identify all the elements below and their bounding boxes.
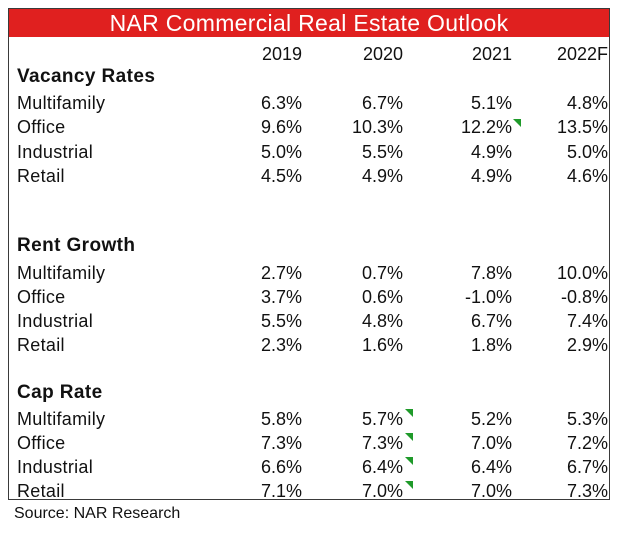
- cell: 3.7%: [260, 287, 302, 307]
- table-row: Retail 2.3% 1.6% 1.8% 2.9%: [9, 335, 609, 359]
- row-label: Industrial: [17, 142, 94, 162]
- cell: 12.2%: [460, 117, 512, 137]
- cell: 10.3%: [351, 117, 403, 137]
- section-title-cap-rate: Cap Rate: [17, 382, 103, 403]
- table-row: Office 7.3% 7.3% 7.0% 7.2%: [9, 433, 609, 457]
- table-row: Office 9.6% 10.3% 12.2% 13.5%: [9, 117, 609, 141]
- cell: 7.3%: [566, 481, 608, 501]
- cell: 7.0%: [470, 481, 512, 501]
- row-label: Multifamily: [17, 409, 106, 429]
- column-header-2022f: 2022F: [556, 44, 608, 64]
- cell: 7.3%: [260, 433, 302, 453]
- row-label: Retail: [17, 166, 65, 186]
- cell: 4.9%: [361, 166, 403, 186]
- cell: 5.5%: [361, 142, 403, 162]
- table-row: Multifamily 6.3% 6.7% 5.1% 4.8%: [9, 93, 609, 117]
- cell: 1.6%: [361, 335, 403, 355]
- column-header-2020: 2020: [362, 44, 403, 64]
- table-title: NAR Commercial Real Estate Outlook: [9, 9, 609, 37]
- cell: 7.8%: [470, 263, 512, 283]
- cell: 6.7%: [361, 93, 403, 113]
- cell: 5.0%: [566, 142, 608, 162]
- cell: -1.0%: [464, 287, 512, 307]
- row-label: Office: [17, 117, 66, 137]
- comment-marker-icon: [405, 409, 413, 417]
- cell: 13.5%: [556, 117, 608, 137]
- cell: 2.3%: [260, 335, 302, 355]
- cell: 4.9%: [470, 166, 512, 186]
- cell: 5.0%: [260, 142, 302, 162]
- cell: -0.8%: [560, 287, 608, 307]
- cell: 7.4%: [566, 311, 608, 331]
- table-row: Office 3.7% 0.6% -1.0% -0.8%: [9, 287, 609, 311]
- comment-marker-icon: [405, 481, 413, 489]
- cell: 0.6%: [361, 287, 403, 307]
- cell: 6.4%: [470, 457, 512, 477]
- cell: 4.8%: [361, 311, 403, 331]
- cell: 6.6%: [260, 457, 302, 477]
- cell: 7.1%: [260, 481, 302, 501]
- row-label: Industrial: [17, 311, 94, 331]
- table-row: Multifamily 5.8% 5.7% 5.2% 5.3%: [9, 409, 609, 433]
- cell: 1.8%: [470, 335, 512, 355]
- row-label: Industrial: [17, 457, 94, 477]
- cell: 5.5%: [260, 311, 302, 331]
- cell: 9.6%: [260, 117, 302, 137]
- cell: 5.7%: [361, 409, 403, 429]
- cell: 2.9%: [566, 335, 608, 355]
- table-row: Retail 4.5% 4.9% 4.9% 4.6%: [9, 166, 609, 190]
- cell: 4.5%: [260, 166, 302, 186]
- cell: 7.0%: [470, 433, 512, 453]
- table-row: Retail 7.1% 7.0% 7.0% 7.3%: [9, 481, 609, 505]
- row-label: Office: [17, 287, 66, 307]
- cell: 4.9%: [470, 142, 512, 162]
- row-label: Office: [17, 433, 66, 453]
- outlook-table: NAR Commercial Real Estate Outlook 2019 …: [8, 8, 610, 501]
- comment-marker-icon: [513, 119, 521, 127]
- row-label: Multifamily: [17, 263, 106, 283]
- cell: 6.7%: [470, 311, 512, 331]
- section-title-vacancy-rates: Vacancy Rates: [17, 66, 156, 87]
- cell: 2.7%: [260, 263, 302, 283]
- cell: 7.3%: [361, 433, 403, 453]
- column-header-2021: 2021: [471, 44, 512, 64]
- cell: 5.8%: [260, 409, 302, 429]
- row-label: Retail: [17, 481, 65, 501]
- cell: 6.4%: [361, 457, 403, 477]
- cell: 7.2%: [566, 433, 608, 453]
- cell: 5.2%: [470, 409, 512, 429]
- section-title-rent-growth: Rent Growth: [17, 235, 136, 256]
- comment-marker-icon: [405, 457, 413, 465]
- cell: 10.0%: [556, 263, 608, 283]
- row-label: Retail: [17, 335, 65, 355]
- column-header-2019: 2019: [261, 44, 302, 64]
- table-row: Industrial 5.0% 5.5% 4.9% 5.0%: [9, 142, 609, 166]
- table-row: Industrial 5.5% 4.8% 6.7% 7.4%: [9, 311, 609, 335]
- cell: 6.7%: [566, 457, 608, 477]
- source-note: Source: NAR Research: [14, 505, 181, 522]
- table-row: Multifamily 2.7% 0.7% 7.8% 10.0%: [9, 263, 609, 287]
- cell: 4.6%: [566, 166, 608, 186]
- table-row: Industrial 6.6% 6.4% 6.4% 6.7%: [9, 457, 609, 481]
- comment-marker-icon: [405, 433, 413, 441]
- row-label: Multifamily: [17, 93, 106, 113]
- cell: 0.7%: [361, 263, 403, 283]
- cell: 6.3%: [260, 93, 302, 113]
- cell: 5.3%: [566, 409, 608, 429]
- cell: 7.0%: [361, 481, 403, 501]
- cell: 4.8%: [566, 93, 608, 113]
- cell: 5.1%: [470, 93, 512, 113]
